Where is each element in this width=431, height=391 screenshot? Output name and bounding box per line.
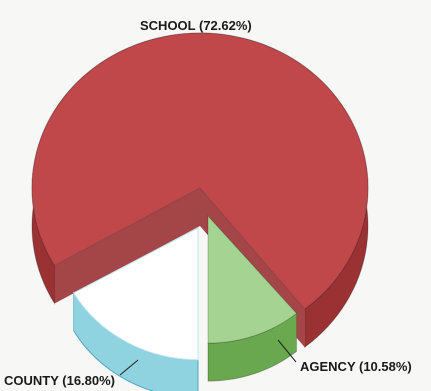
slice-county [73,227,199,361]
slice-tops-layer [31,32,369,361]
slice-wall-school-0 [54,188,200,304]
labels-layer: SCHOOL (72.62%) AGENCY (10.58%) COUNTY (16… [4,18,412,388]
leader-line-agency [277,339,297,363]
slice-agency [207,214,298,344]
slice-label-school: SCHOOL (72.62%) [140,18,252,33]
slice-label-agency: AGENCY (10.58%) [300,359,412,374]
slice-school [31,32,369,310]
leader-line-county [119,359,139,376]
slice-label-county: COUNTY (16.80%) [4,373,115,388]
